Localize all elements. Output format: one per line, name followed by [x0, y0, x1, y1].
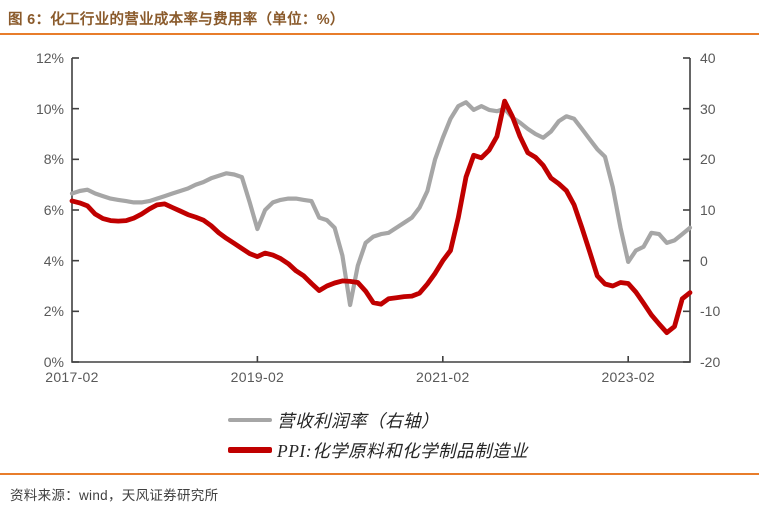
tick-label: 20: [700, 151, 716, 168]
title-divider: [0, 33, 759, 35]
tick-label: 6%: [43, 202, 64, 218]
legend-label-ppi: PPI:化学原料和化学制品制造业: [277, 440, 529, 461]
figure-title: 图 6：化工行业的营业成本率与费用率（单位：%）: [8, 12, 345, 28]
tick-label: 12%: [35, 50, 64, 66]
revenue-margin-line-swatch: [228, 417, 272, 423]
footer-divider: [0, 473, 759, 475]
axis-frame: [71, 58, 691, 363]
tick-label: 0: [700, 252, 708, 269]
source-note: 资料来源：wind，天风证券研究所: [10, 488, 219, 503]
tick-label: 0%: [43, 354, 64, 370]
ppi-line: [69, 98, 693, 336]
legend-item-revenue-margin: 营收利润率（右轴）: [228, 405, 528, 435]
tick-label: 40: [700, 50, 716, 66]
tick-label: 8%: [43, 151, 64, 168]
tick-label: 2023-02: [601, 369, 655, 385]
tick-label: 10%: [35, 100, 64, 117]
tick-label: 4%: [43, 252, 64, 269]
tick-label: 30: [700, 100, 716, 117]
tick-label: 2019-02: [230, 369, 285, 385]
tick-label: 2017-02: [45, 369, 99, 385]
legend-item-ppi: PPI:化学原料和化学制品制造业: [228, 435, 528, 465]
legend-label-revenue-margin: 营收利润率（右轴）: [277, 410, 439, 431]
tick-label: 10: [700, 202, 716, 218]
tick-label: -20: [700, 354, 721, 370]
tick-label: 2%: [43, 303, 64, 320]
tick-label: 2021-02: [416, 369, 470, 385]
ppi-line-swatch: [228, 447, 272, 453]
tick-label: -10: [700, 303, 721, 320]
revenue-margin-line: [69, 100, 693, 308]
legend: 营收利润率（右轴） PPI:化学原料和化学制品制造业: [228, 405, 528, 465]
